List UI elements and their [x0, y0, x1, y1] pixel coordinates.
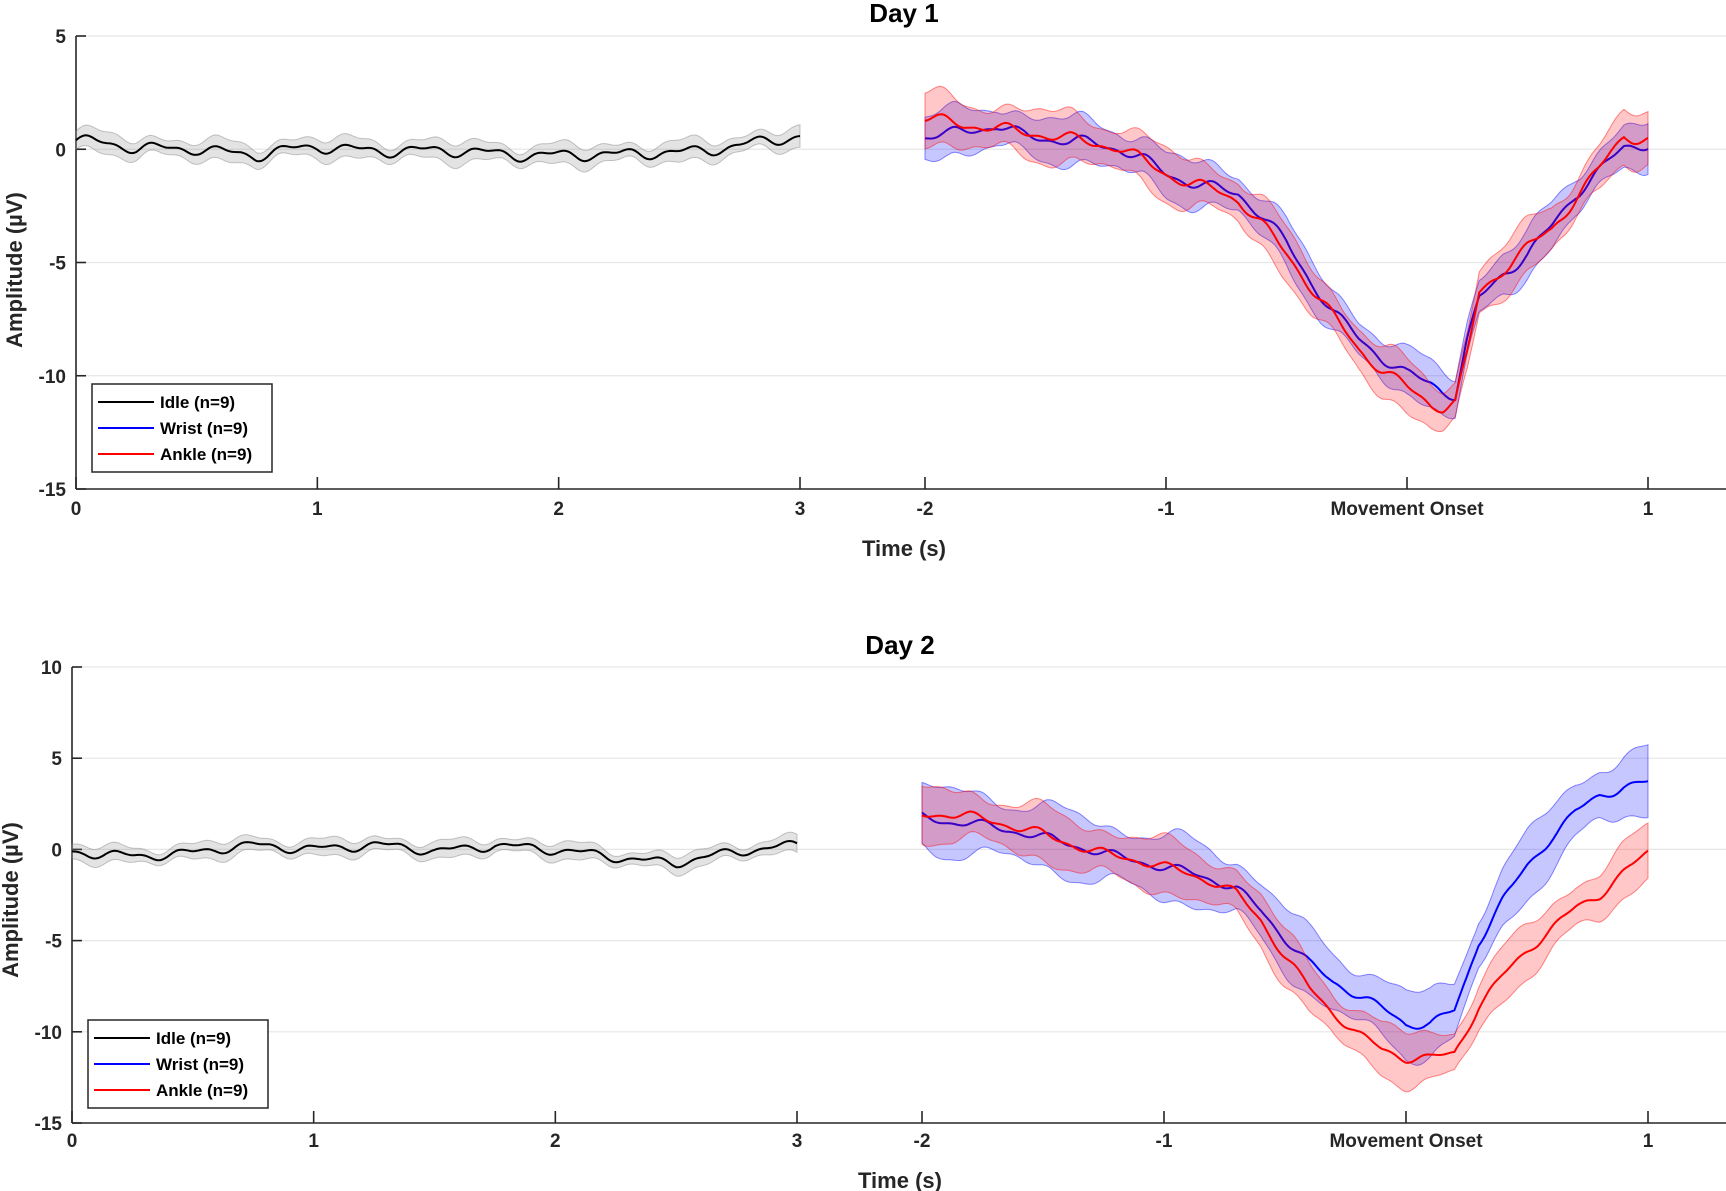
y-tick-label: 5	[55, 27, 66, 48]
legend-entry: Ankle (n=9)	[156, 1081, 248, 1100]
x-axis-label-day1: Time (s)	[862, 536, 946, 561]
series-band-ankle	[924, 85, 1649, 432]
x-tick-label: -1	[1158, 499, 1175, 520]
series-line-ankle	[924, 113, 1649, 414]
x-tick-label: Movement Onset	[1330, 499, 1484, 520]
legend-entry: Ankle (n=9)	[160, 445, 252, 464]
x-tick-label: 1	[308, 1131, 319, 1152]
legend: Idle (n=9) Wrist (n=9) Ankle (n=9)	[91, 383, 273, 473]
x-tick-label: 0	[67, 1131, 78, 1152]
legend: Idle (n=9) Wrist (n=9) Ankle (n=9)	[87, 1019, 269, 1109]
series-line-wrist	[921, 780, 1649, 1030]
x-tick-label: Movement Onset	[1329, 1131, 1483, 1152]
chart-title-day1: Day 1	[869, 0, 938, 28]
y-axis-label-day2: Amplitude (µV)	[0, 822, 23, 978]
x-tick-label: 1	[1643, 499, 1654, 520]
y-tick-label: -10	[35, 1023, 62, 1044]
y-tick-label: 0	[55, 140, 66, 161]
series-band-ankle	[921, 785, 1649, 1093]
x-axis-label-day2: Time (s)	[858, 1168, 942, 1191]
y-tick-label: 10	[41, 658, 62, 679]
x-tick-label: -2	[914, 1131, 931, 1152]
x-tick-label: 1	[1643, 1131, 1654, 1152]
y-tick-label: -15	[35, 1114, 63, 1135]
chart-title-day2: Day 2	[865, 630, 934, 660]
legend-entry: Idle (n=9)	[156, 1029, 231, 1048]
x-tick-label: 3	[792, 1131, 803, 1152]
x-tick-label: -1	[1156, 1131, 1173, 1152]
series-line-idle	[71, 839, 798, 869]
x-tick-label: 1	[312, 499, 323, 520]
x-tick-label: 2	[553, 499, 564, 520]
series-line-ankle	[921, 810, 1649, 1064]
series-band-idle	[71, 831, 798, 877]
y-tick-label: -10	[39, 367, 66, 388]
legend-entry: Wrist (n=9)	[160, 419, 248, 438]
series-line-wrist	[925, 125, 1649, 401]
legend-entry: Wrist (n=9)	[156, 1055, 244, 1074]
y-axis-label-day1: Amplitude (µV)	[2, 192, 27, 348]
y-tick-label: 5	[51, 749, 62, 770]
y-tick-label: -5	[49, 254, 66, 275]
legend-entry: Idle (n=9)	[160, 393, 235, 412]
y-tick-label: -15	[39, 480, 67, 501]
series-band-wrist	[921, 744, 1649, 1066]
x-tick-label: 3	[795, 499, 806, 520]
x-tick-label: 0	[71, 499, 82, 520]
series-line-idle	[75, 134, 801, 163]
y-tick-label: -5	[45, 932, 62, 953]
x-tick-label: -2	[917, 499, 934, 520]
y-tick-label: 0	[51, 840, 62, 861]
x-tick-label: 2	[550, 1131, 561, 1152]
